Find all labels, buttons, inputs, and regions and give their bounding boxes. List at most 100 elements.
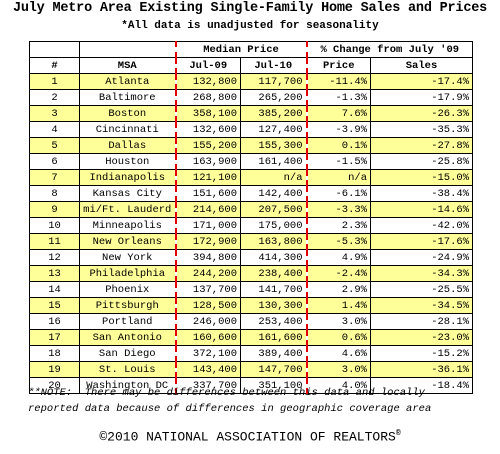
jul10-price-cell: 253,400 bbox=[240, 313, 307, 330]
rank-cell: 4 bbox=[29, 121, 80, 138]
table-row: 3 Boston 358,100 385,200 7.6% -26.3% bbox=[29, 105, 473, 122]
rank-cell: 12 bbox=[29, 249, 80, 266]
msa-cell: St. Louis bbox=[79, 361, 176, 378]
note-line-1: **NOTE: There may be differences between… bbox=[28, 387, 425, 399]
jul09-price-cell: 244,200 bbox=[174, 265, 241, 282]
jul10-price-cell: 265,200 bbox=[240, 89, 307, 106]
price-change-cell: 7.6% bbox=[305, 105, 371, 122]
jul09-price-cell: 214,600 bbox=[174, 201, 241, 218]
rank-cell: 10 bbox=[29, 217, 80, 234]
rank-cell: 2 bbox=[29, 89, 80, 106]
sales-change-cell: -26.3% bbox=[370, 105, 473, 122]
sales-change-cell: -25.5% bbox=[370, 281, 473, 298]
table-row: 1 Atlanta 132,800 117,700 -11.4% -17.4% bbox=[29, 73, 473, 90]
price-change-cell: -11.4% bbox=[305, 73, 371, 90]
jul09-price-cell: 151,600 bbox=[174, 185, 241, 202]
jul09-price-cell: 128,500 bbox=[174, 297, 241, 314]
sales-change-cell: -18.4% bbox=[370, 377, 473, 394]
rank-cell: 9 bbox=[29, 201, 80, 218]
sales-change-cell: -25.8% bbox=[370, 153, 473, 170]
sales-column-header: Sales bbox=[370, 57, 473, 74]
jul09-price-cell: 394,800 bbox=[174, 249, 241, 266]
sales-change-cell: -42.0% bbox=[370, 217, 473, 234]
table-row: 14 Phoenix 137,700 141,700 2.9% -25.5% bbox=[29, 281, 473, 298]
sales-change-cell: -34.5% bbox=[370, 297, 473, 314]
rank-cell: 7 bbox=[29, 169, 80, 186]
jul09-price-cell: 172,900 bbox=[174, 233, 241, 250]
price-change-cell: 2.3% bbox=[305, 217, 371, 234]
sales-change-cell: -15.2% bbox=[370, 345, 473, 362]
price-change-cell: -2.4% bbox=[305, 265, 371, 282]
jul09-price-cell: 358,100 bbox=[174, 105, 241, 122]
report-subtitle: *All data is unadjusted for seasonality bbox=[121, 20, 379, 32]
msa-cell: Portland bbox=[79, 313, 176, 330]
pct-change-group-header: % Change from July '09 bbox=[305, 41, 473, 58]
price-change-cell: -6.1% bbox=[305, 185, 371, 202]
msa-cell: New York bbox=[79, 249, 176, 266]
report-title: July Metro Area Existing Single-Family H… bbox=[12, 1, 488, 16]
price-change-cell: -1.3% bbox=[305, 89, 371, 106]
sales-change-cell: -38.4% bbox=[370, 185, 473, 202]
table-row: 18 San Diego 372,100 389,400 4.6% -15.2% bbox=[29, 345, 473, 362]
jul10-price-cell: 117,700 bbox=[240, 73, 307, 90]
rank-cell: 19 bbox=[29, 361, 80, 378]
msa-cell: Philadelphia bbox=[79, 265, 176, 282]
table-row: 15 Pittsburgh 128,500 130,300 1.4% -34.5% bbox=[29, 297, 473, 314]
sales-change-cell: -17.4% bbox=[370, 73, 473, 90]
price-change-cell: -3.3% bbox=[305, 201, 371, 218]
jul10-price-cell: n/a bbox=[240, 169, 307, 186]
msa-cell: Baltimore bbox=[79, 89, 176, 106]
price-change-cell: 2.9% bbox=[305, 281, 371, 298]
price-change-cell: -3.9% bbox=[305, 121, 371, 138]
price-change-cell: 3.0% bbox=[305, 361, 371, 378]
msa-cell: New Orleans bbox=[79, 233, 176, 250]
jul10-column-header: Jul-10 bbox=[240, 57, 307, 74]
msa-cell: Atlanta bbox=[79, 73, 176, 90]
table-row: 10 Minneapolis 171,000 175,000 2.3% -42.0% bbox=[29, 217, 473, 234]
jul10-price-cell: 130,300 bbox=[240, 297, 307, 314]
rank-cell: 15 bbox=[29, 297, 80, 314]
sales-table: Median Price % Change from July '09 # MS… bbox=[29, 41, 473, 394]
table-row: 9 mi/Ft. Lauderd 214,600 207,500 -3.3% -14.6% bbox=[29, 201, 473, 218]
table-row: 7 Indianapolis 121,100 n/a n/a -15.0% bbox=[29, 169, 473, 186]
price-column-header: Price bbox=[305, 57, 371, 74]
table-row: 2 Baltimore 268,800 265,200 -1.3% -17.9% bbox=[29, 89, 473, 106]
msa-cell: Indianapolis bbox=[79, 169, 176, 186]
sales-change-cell: -15.0% bbox=[370, 169, 473, 186]
jul10-price-cell: 414,300 bbox=[240, 249, 307, 266]
sales-change-cell: -23.0% bbox=[370, 329, 473, 346]
rank-cell: 17 bbox=[29, 329, 80, 346]
copyright-footer: ©2010 NATIONAL ASSOCIATION OF REALTORS® bbox=[0, 429, 500, 444]
table-row: 5 Dallas 155,200 155,300 0.1% -27.8% bbox=[29, 137, 473, 154]
jul10-price-cell: 161,600 bbox=[240, 329, 307, 346]
rank-column-header: # bbox=[29, 57, 80, 74]
data-note: **NOTE: There may be differences between… bbox=[28, 385, 478, 417]
msa-cell: mi/Ft. Lauderd bbox=[79, 201, 176, 218]
jul09-price-cell: 246,000 bbox=[174, 313, 241, 330]
jul10-price-cell: 147,700 bbox=[240, 361, 307, 378]
price-change-cell: 4.9% bbox=[305, 249, 371, 266]
rank-cell: 18 bbox=[29, 345, 80, 362]
table-row: 6 Houston 163,900 161,400 -1.5% -25.8% bbox=[29, 153, 473, 170]
jul10-price-cell: 351,100 bbox=[240, 377, 307, 394]
price-change-cell: 4.6% bbox=[305, 345, 371, 362]
jul10-price-cell: 127,400 bbox=[240, 121, 307, 138]
sales-change-cell: -24.9% bbox=[370, 249, 473, 266]
rank-cell: 14 bbox=[29, 281, 80, 298]
price-change-cell: 1.4% bbox=[305, 297, 371, 314]
table-row: 13 Philadelphia 244,200 238,400 -2.4% -34.3% bbox=[29, 265, 473, 282]
msa-cell: Pittsburgh bbox=[79, 297, 176, 314]
table-row: 8 Kansas City 151,600 142,400 -6.1% -38.4% bbox=[29, 185, 473, 202]
price-change-cell: 0.6% bbox=[305, 329, 371, 346]
jul09-price-cell: 268,800 bbox=[174, 89, 241, 106]
price-change-cell: n/a bbox=[305, 169, 371, 186]
msa-cell: Cincinnati bbox=[79, 121, 176, 138]
copyright-text: ©2010 NATIONAL ASSOCIATION OF REALTORS bbox=[99, 429, 396, 445]
jul09-column-header: Jul-09 bbox=[174, 57, 241, 74]
sales-change-cell: -36.1% bbox=[370, 361, 473, 378]
table-row: 11 New Orleans 172,900 163,800 -5.3% -17.6% bbox=[29, 233, 473, 250]
price-change-cell: -1.5% bbox=[305, 153, 371, 170]
jul09-price-cell: 163,900 bbox=[174, 153, 241, 170]
jul10-price-cell: 385,200 bbox=[240, 105, 307, 122]
